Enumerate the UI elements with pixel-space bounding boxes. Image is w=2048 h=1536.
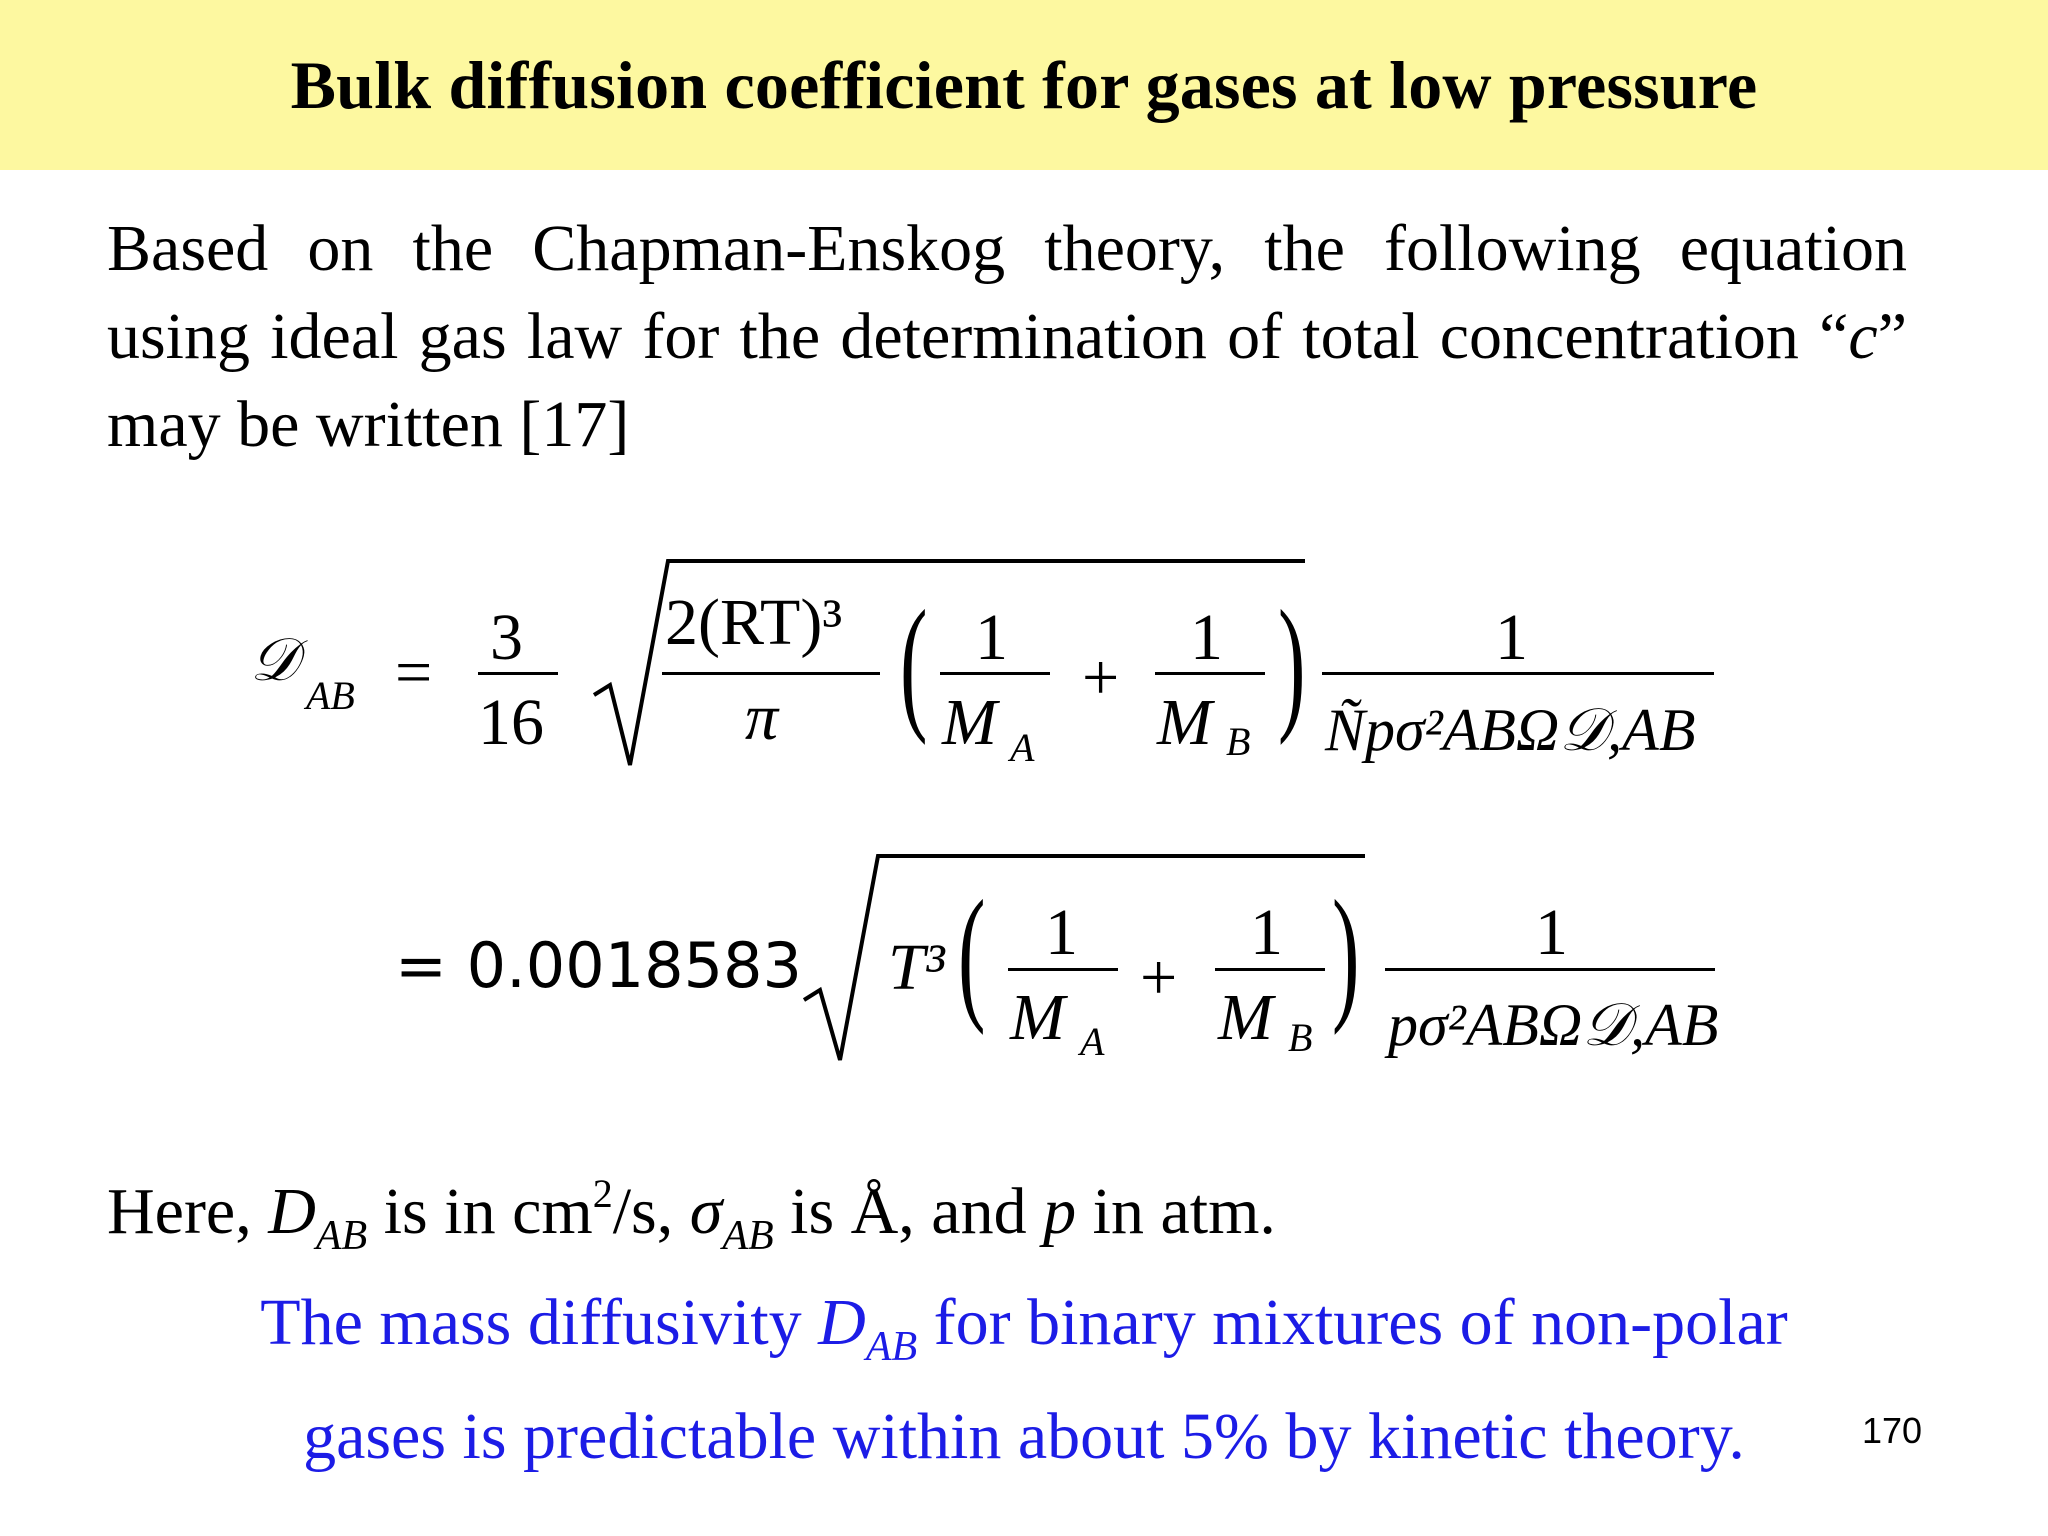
radicand-numerator: 2(RT)³ <box>665 586 843 659</box>
intro-text-1: Based on the Chapman-Enskog theory, the … <box>107 212 1907 373</box>
line2-frac-a-bar <box>1008 968 1118 971</box>
intro-var-c: c <box>1848 300 1878 373</box>
units-per-s: /s, <box>612 1175 690 1248</box>
line2-frac-a-num: 1 <box>1045 896 1078 969</box>
frac-a-sub: A <box>1010 725 1035 770</box>
plus-sign-2: + <box>1140 941 1178 1014</box>
frac-c-bar <box>1322 672 1714 675</box>
left-paren-2: ( <box>958 870 986 1036</box>
line2-frac-c-num: 1 <box>1535 896 1568 969</box>
radical-sign-1 <box>592 559 1305 766</box>
frac-b-M: M <box>1157 686 1212 759</box>
frac-b-sub: B <box>1226 719 1251 764</box>
intro-text-2: ” may be written [17] <box>107 300 1907 461</box>
blue-note-line-2: gases is predictable within about 5% by … <box>303 1400 1745 1473</box>
radicand-denominator: π <box>745 681 779 754</box>
units-in-atm: in atm. <box>1076 1175 1276 1248</box>
line2-frac-b-sub: B <box>1288 1015 1313 1060</box>
blue-d: D <box>818 1286 866 1359</box>
units-is-in: is in cm <box>367 1175 593 1248</box>
coef-denominator: 16 <box>478 686 544 759</box>
right-paren-1: ) <box>1278 580 1306 746</box>
blue-line1-b: for binary mixtures of non-polar <box>917 1286 1788 1359</box>
line2-frac-b-num: 1 <box>1250 896 1283 969</box>
units-d-sub: AB <box>315 1213 368 1259</box>
units-d: D <box>268 1175 316 1248</box>
page-number: 170 <box>1862 1410 1923 1451</box>
line2-frac-b-M: M <box>1218 981 1273 1054</box>
units-p: p <box>1043 1175 1077 1248</box>
line2-constant: = 0.0018583 <box>395 929 802 1002</box>
plus-sign-1: + <box>1082 641 1120 714</box>
frac-b-bar <box>1155 672 1265 675</box>
frac-c-numerator: 1 <box>1495 601 1528 674</box>
frac-a-bar <box>940 672 1050 675</box>
line2-frac-a-sub: A <box>1080 1019 1105 1064</box>
frac-c-denominator: Ñpσ²ABΩ𝒟,AB <box>1325 697 1696 763</box>
blue-note-line-1: The mass diffusivity DAB for binary mixt… <box>0 1278 2048 1392</box>
equals-sign: = <box>395 636 433 709</box>
units-sigma-sub: AB <box>722 1213 774 1259</box>
line2-frac-c-bar <box>1385 968 1715 971</box>
frac-a-numerator: 1 <box>975 601 1008 674</box>
intro-paragraph: Based on the Chapman-Enskog theory, the … <box>107 205 1907 469</box>
units-is-a: is Å, and <box>773 1175 1044 1248</box>
line2-T: T³ <box>888 931 945 1004</box>
radical-sign-2 <box>802 854 1365 1061</box>
units-note: Here, DAB is in cm2/s, σAB is Å, and p i… <box>107 1170 1276 1260</box>
coef-numerator: 3 <box>490 601 523 674</box>
radicand-fraction-bar <box>662 672 880 675</box>
coef-fraction-bar <box>478 672 558 675</box>
lhs-symbol: 𝒟 <box>250 625 298 695</box>
right-paren-2: ) <box>1332 870 1360 1036</box>
title-bar: Bulk diffusion coefficient for gases at … <box>0 0 2048 170</box>
lhs-subscript: AB <box>306 673 355 718</box>
blue-d-sub: AB <box>865 1324 918 1370</box>
blue-line1-a: The mass diffusivity <box>260 1286 819 1359</box>
line2-frac-c-den: pσ²ABΩ𝒟,AB <box>1388 992 1719 1058</box>
units-sup: 2 <box>592 1171 613 1216</box>
slide-title: Bulk diffusion coefficient for gases at … <box>290 46 1758 123</box>
blue-note: The mass diffusivity DAB for binary mixt… <box>0 1278 2048 1482</box>
units-here: Here, <box>107 1175 269 1248</box>
left-paren-1: ( <box>900 580 928 746</box>
line2-frac-b-bar <box>1215 968 1325 971</box>
units-sigma: σ <box>689 1175 723 1248</box>
line2-frac-a-M: M <box>1010 981 1065 1054</box>
frac-a-M: M <box>942 686 997 759</box>
frac-b-numerator: 1 <box>1190 601 1223 674</box>
